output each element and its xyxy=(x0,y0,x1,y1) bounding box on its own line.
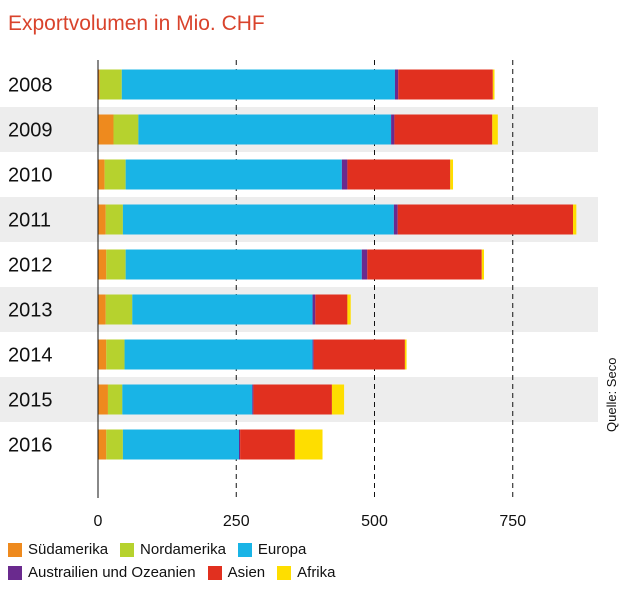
bar-segment xyxy=(393,204,398,235)
bar-segment xyxy=(107,384,123,415)
bar-segment xyxy=(347,159,451,190)
bar-segment xyxy=(98,114,114,145)
bar-segment xyxy=(98,69,100,100)
bar-segment xyxy=(315,294,348,325)
bar-segment xyxy=(132,294,313,325)
category-label: 2012 xyxy=(8,255,53,277)
bar-segment xyxy=(98,249,107,280)
chart-title: Exportvolumen in Mio. CHF xyxy=(8,12,265,35)
bar-segment xyxy=(341,159,348,190)
legend-item-australien-ozeanien: Austrailien und Ozeanien xyxy=(8,564,196,581)
legend-label: Austrailien und Ozeanien xyxy=(28,564,196,581)
bar-segment xyxy=(106,339,125,370)
bar-segment xyxy=(312,294,316,325)
bar-segment xyxy=(98,339,107,370)
bar-segment xyxy=(125,249,362,280)
bar-segment xyxy=(312,339,314,370)
legend-swatch xyxy=(207,565,222,580)
legend: Austrailien und Ozeanien Asien Afrika xyxy=(8,564,347,581)
bar-segment xyxy=(98,429,107,460)
legend-label: Asien xyxy=(227,564,266,581)
bar-segment xyxy=(394,114,493,145)
bar-segment xyxy=(397,204,574,235)
category-label: 2008 xyxy=(8,75,53,97)
bar-segment xyxy=(573,204,577,235)
bar-segment xyxy=(98,384,108,415)
bar-segment xyxy=(398,69,493,100)
bar-segment xyxy=(106,249,126,280)
bar-segment xyxy=(240,429,295,460)
bar-segment xyxy=(122,384,253,415)
legend-item-afrika: Afrika xyxy=(277,564,335,581)
bar-segment xyxy=(105,294,133,325)
bar-segment xyxy=(331,384,345,415)
legend-label: Nordamerika xyxy=(140,541,226,558)
bar-segment xyxy=(138,114,392,145)
legend-label: Südamerika xyxy=(28,541,109,558)
legend: Südamerika Nordamerika Europa xyxy=(8,541,318,558)
legend-swatch xyxy=(8,565,22,580)
category-label: 2009 xyxy=(8,120,53,142)
category-label: 2015 xyxy=(8,390,53,412)
legend-item-nordamerika: Nordamerika xyxy=(120,541,226,558)
category-label: 2013 xyxy=(8,300,53,322)
bar-segment xyxy=(99,69,122,100)
bar-segment xyxy=(367,249,482,280)
bar-segment xyxy=(98,294,106,325)
bar-segment xyxy=(404,339,407,370)
bar-segment xyxy=(105,204,123,235)
legend-item-europa: Europa xyxy=(237,541,307,558)
bar-segment xyxy=(492,114,498,145)
bar-segment xyxy=(252,384,254,415)
legend-label: Afrika xyxy=(297,564,336,581)
bar-segment xyxy=(347,294,351,325)
legend-item-suedamerika: Südamerika xyxy=(8,541,108,558)
legend-swatch xyxy=(8,542,22,557)
bar-segment xyxy=(98,159,105,190)
bar-segment xyxy=(106,429,123,460)
legend-swatch xyxy=(277,565,292,580)
bar-segment xyxy=(113,114,139,145)
legend-swatch xyxy=(237,542,252,557)
category-label: 2014 xyxy=(8,345,53,367)
x-tick-label: 250 xyxy=(223,513,250,530)
x-tick-label: 0 xyxy=(94,513,103,530)
bar-segment xyxy=(239,429,241,460)
category-label: 2010 xyxy=(8,165,53,187)
legend-item-asien: Asien xyxy=(207,564,266,581)
x-tick-label: 500 xyxy=(361,513,388,530)
bar-segment xyxy=(492,69,495,100)
bar-segment xyxy=(294,429,323,460)
bar-segment xyxy=(313,339,405,370)
legend-swatch xyxy=(120,542,135,557)
category-label: 2016 xyxy=(8,435,53,457)
bar-segment xyxy=(391,114,395,145)
x-tick-label: 750 xyxy=(499,513,526,530)
bar-segment xyxy=(104,159,126,190)
bar-segment xyxy=(122,429,240,460)
bar-segment xyxy=(394,69,399,100)
legend-label: Europa xyxy=(257,541,307,558)
bar-segment xyxy=(253,384,332,415)
bar-segment xyxy=(125,159,342,190)
bar-segment xyxy=(98,204,106,235)
bar-segment xyxy=(361,249,368,280)
bar-segment xyxy=(450,159,454,190)
source-note: Quelle: Seco xyxy=(604,357,619,432)
bar-segment xyxy=(124,339,313,370)
category-label: 2011 xyxy=(8,210,51,232)
bar-segment xyxy=(122,204,394,235)
bar-segment xyxy=(481,249,484,280)
bar-segment xyxy=(121,69,395,100)
